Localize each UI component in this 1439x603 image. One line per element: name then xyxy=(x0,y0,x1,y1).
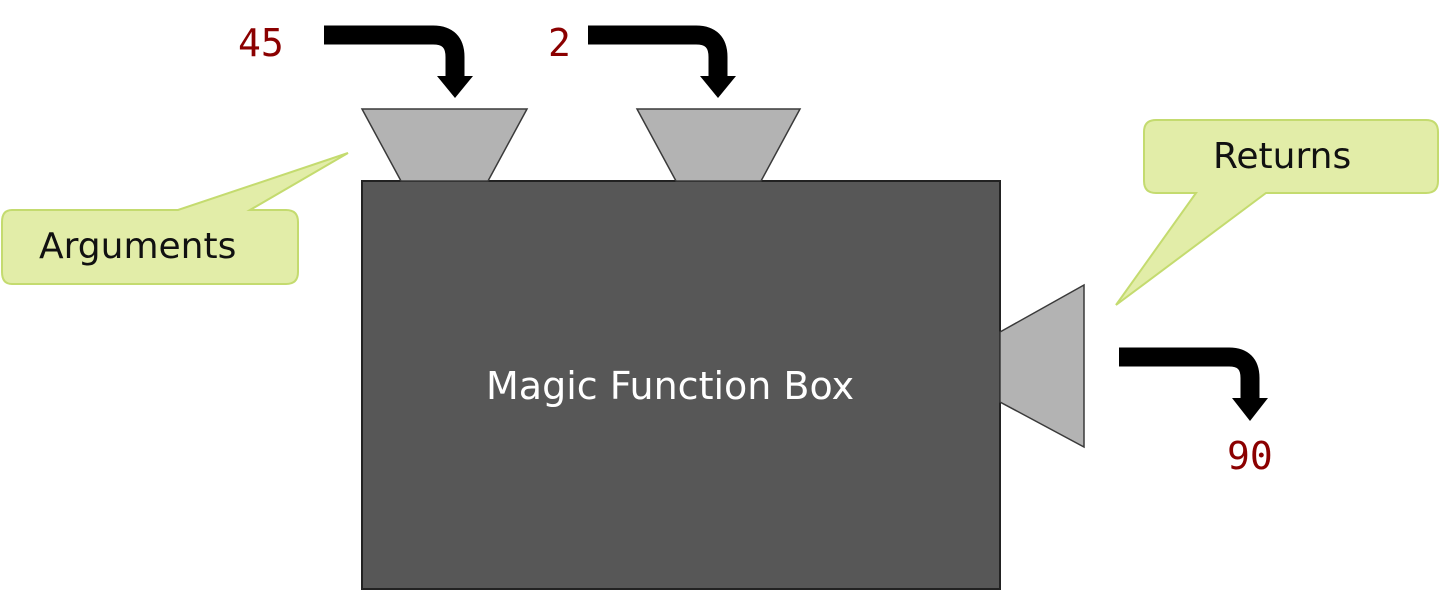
returns-callout xyxy=(1115,119,1439,306)
magic-function-box xyxy=(361,180,1001,590)
box-label: Magic Function Box xyxy=(486,364,855,408)
input-funnel-1 xyxy=(360,108,529,182)
bent-arrow-down-icon xyxy=(1119,347,1268,421)
input-value-1: 45 xyxy=(238,21,284,65)
output-value: 90 xyxy=(1227,434,1273,478)
bent-arrow-down-icon xyxy=(324,25,473,98)
input-value-2: 2 xyxy=(548,21,571,65)
output-funnel xyxy=(999,283,1085,449)
bent-arrow-down-icon xyxy=(588,25,736,98)
input-funnel-2 xyxy=(635,108,802,182)
arguments-label: Arguments xyxy=(39,226,237,267)
arguments-callout xyxy=(1,152,349,285)
returns-label: Returns xyxy=(1213,136,1352,177)
